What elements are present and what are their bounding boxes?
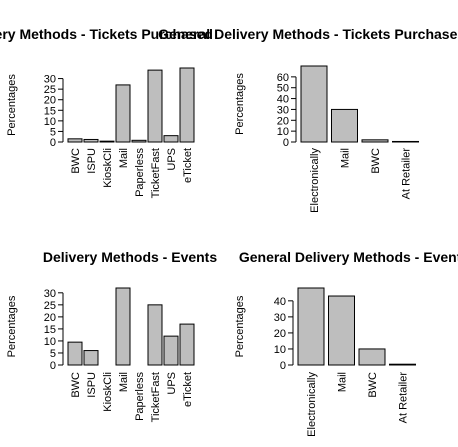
chart-panel-3: Delivery Methods - Events Percentages 0510… bbox=[6, 249, 217, 422]
y-tick-label: 20 bbox=[44, 95, 56, 107]
x-tick-label: At Retailer bbox=[398, 372, 410, 424]
y-tick-label: 40 bbox=[274, 296, 286, 308]
y-tick-label: 10 bbox=[44, 336, 56, 348]
x-tick-label: Electronically bbox=[306, 372, 318, 437]
bar-eticket bbox=[179, 323, 195, 366]
y-axis-label: Percentages bbox=[234, 73, 246, 135]
y-tick-label: 0 bbox=[50, 360, 56, 372]
y-tick-label: 30 bbox=[44, 74, 56, 86]
bar-bwc bbox=[361, 139, 389, 143]
y-tick-label: 20 bbox=[277, 115, 289, 127]
bar-eticket bbox=[179, 67, 195, 143]
x-tick-label: UPS bbox=[166, 372, 178, 395]
y-tick-label: 30 bbox=[44, 288, 56, 300]
bar-electronically bbox=[297, 287, 325, 366]
bar-bwc bbox=[67, 341, 83, 366]
y-tick-label: 30 bbox=[274, 312, 286, 324]
chart-title: General Delivery Methods - Events bbox=[239, 249, 458, 265]
x-tick-label: Mail bbox=[118, 148, 130, 168]
bar-paperless bbox=[131, 139, 147, 143]
bar-mail bbox=[328, 295, 355, 366]
y-tick-label: 30 bbox=[277, 104, 289, 116]
bar-bwc bbox=[358, 348, 386, 366]
y-tick-label: 5 bbox=[50, 126, 56, 138]
y-tick-label: 0 bbox=[283, 137, 289, 149]
x-tick-label: eTicket bbox=[182, 148, 194, 183]
y-tick-label: 15 bbox=[44, 105, 56, 117]
x-tick-label: Electronically bbox=[309, 148, 321, 213]
y-axis-label: Percentages bbox=[6, 295, 18, 357]
y-tick-label: 10 bbox=[44, 116, 56, 128]
chart-panel-4: General Delivery Methods - Events Percent… bbox=[234, 249, 458, 437]
y-axis-label: Percentages bbox=[234, 295, 246, 357]
bar-electronically bbox=[300, 65, 328, 143]
bar-mail bbox=[115, 287, 131, 366]
x-tick-label: BWC bbox=[367, 372, 379, 398]
bar-ups bbox=[163, 335, 179, 366]
bar-ticketfast bbox=[147, 69, 163, 143]
y-tick-label: 50 bbox=[277, 83, 289, 95]
x-tick-label: BWC bbox=[370, 148, 382, 174]
chart-panel-1: Delivery Methods - Tickets Purchased Perc… bbox=[0, 26, 213, 198]
x-tick-label: Mail bbox=[118, 372, 130, 392]
bar-ispu bbox=[83, 350, 99, 366]
x-tick-label: ISPU bbox=[86, 372, 98, 398]
x-tick-label: Mail bbox=[340, 148, 352, 168]
bar-ups bbox=[163, 135, 179, 143]
bar-mail bbox=[331, 108, 358, 143]
bar-ispu bbox=[83, 138, 99, 143]
y-tick-label: 10 bbox=[274, 344, 286, 356]
chart-panel-2: General Delivery Methods - Tickets Purch… bbox=[158, 26, 458, 213]
x-tick-label: UPS bbox=[166, 148, 178, 171]
chart-title: Delivery Methods - Events bbox=[43, 249, 217, 265]
chart-title: Delivery Methods - Tickets Purchased bbox=[0, 26, 213, 42]
x-tick-label: TicketFast bbox=[150, 372, 162, 422]
bar-ticketfast bbox=[147, 304, 163, 366]
x-tick-label: ISPU bbox=[86, 148, 98, 174]
y-tick-label: 20 bbox=[44, 312, 56, 324]
bar-at-retailer bbox=[389, 363, 416, 366]
y-axis-label: Percentages bbox=[6, 74, 18, 136]
y-tick-label: 10 bbox=[277, 126, 289, 138]
y-tick-label: 40 bbox=[277, 94, 289, 106]
chart-title: General Delivery Methods - Tickets Purch… bbox=[158, 26, 458, 42]
x-tick-label: BWC bbox=[70, 148, 82, 174]
y-tick-label: 20 bbox=[274, 328, 286, 340]
bar-at-retailer bbox=[392, 140, 419, 143]
x-tick-label: Paperless bbox=[134, 372, 146, 421]
x-tick-label: BWC bbox=[70, 372, 82, 398]
y-tick-label: 15 bbox=[44, 324, 56, 336]
y-tick-label: 0 bbox=[280, 360, 286, 372]
y-tick-label: 25 bbox=[44, 300, 56, 312]
x-tick-label: KioskCli bbox=[102, 372, 114, 412]
x-tick-label: Paperless bbox=[134, 148, 146, 197]
y-tick-label: 60 bbox=[277, 72, 289, 84]
y-tick-label: 5 bbox=[50, 348, 56, 360]
y-tick-label: 25 bbox=[44, 84, 56, 96]
bar-mail bbox=[115, 84, 131, 143]
y-tick-label: 0 bbox=[50, 137, 56, 149]
x-tick-label: eTicket bbox=[182, 372, 194, 407]
x-tick-label: KioskCli bbox=[102, 148, 114, 188]
x-tick-label: Mail bbox=[337, 372, 349, 392]
x-tick-label: TicketFast bbox=[150, 148, 162, 198]
bar-bwc bbox=[67, 138, 83, 143]
bar-kioskcli bbox=[99, 140, 115, 143]
x-tick-label: At Retailer bbox=[401, 148, 413, 200]
